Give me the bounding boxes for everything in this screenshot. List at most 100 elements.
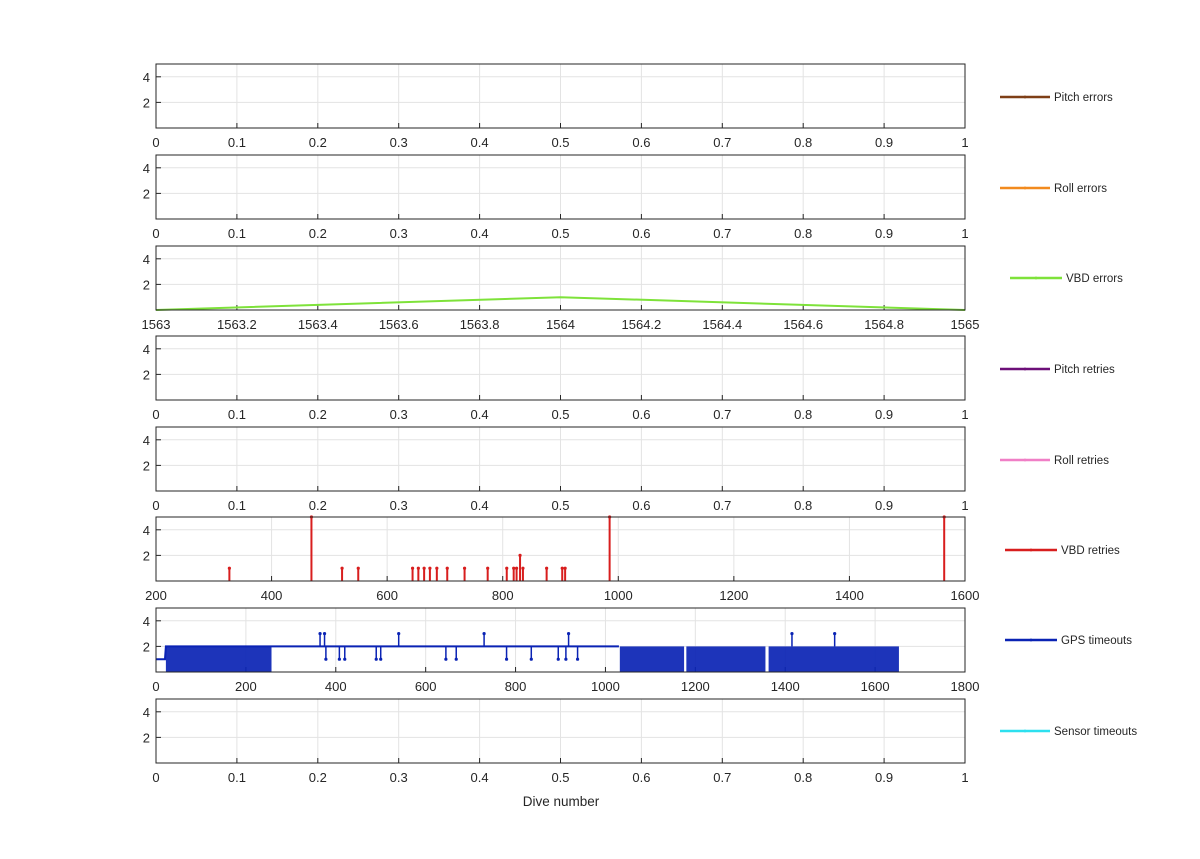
legend-entry: Pitch retries	[1000, 364, 1115, 376]
x-tick-label: 0.4	[471, 770, 489, 785]
y-tick-label: 4	[143, 70, 150, 85]
retry-point	[512, 566, 516, 570]
legend-marker	[1029, 548, 1033, 552]
retry-point	[545, 566, 549, 570]
x-tick-label: 0.9	[875, 407, 893, 422]
x-tick-label: 1200	[719, 588, 748, 603]
timeout-point	[343, 657, 347, 661]
x-tick-label: 0.5	[551, 407, 569, 422]
retry-point	[505, 566, 509, 570]
x-tick-label: 0.7	[713, 770, 731, 785]
x-tick-label: 1	[961, 498, 968, 513]
y-tick-label: 4	[143, 252, 150, 267]
timeout-point	[833, 632, 837, 636]
retry-point	[445, 566, 449, 570]
timeout-point	[337, 657, 341, 661]
x-tick-label: 0.7	[713, 135, 731, 150]
y-tick-label: 4	[143, 433, 150, 448]
x-tick-label: 0	[152, 407, 159, 422]
dense-timeout-band	[165, 646, 272, 672]
retry-point	[521, 566, 525, 570]
x-tick-label: 1000	[604, 588, 633, 603]
x-tick-label: 0.2	[309, 135, 327, 150]
retry-point	[428, 566, 432, 570]
legend-label: VBD retries	[1061, 545, 1120, 557]
x-tick-label: 0.4	[471, 407, 489, 422]
retry-point	[356, 566, 360, 570]
y-tick-label: 2	[143, 277, 150, 292]
x-tick-label: 1800	[951, 679, 980, 694]
x-tick-label: 0.7	[713, 407, 731, 422]
axes-layer: 0 0.1 0.2 0.3 0.4 0.5 0.6 0.7 0.8 0.9 1 2 4 Pitch err…	[142, 63, 1137, 785]
x-tick-label: 0	[152, 679, 159, 694]
retry-point	[340, 566, 344, 570]
x-tick-label: 0	[152, 135, 159, 150]
x-tick-label: 0.1	[228, 770, 246, 785]
x-tick-label: 200	[145, 588, 167, 603]
x-tick-label: 0.3	[390, 407, 408, 422]
legend-marker	[1023, 729, 1027, 733]
x-tick-label: 1000	[591, 679, 620, 694]
legend-entry: VBD errors	[1010, 273, 1123, 285]
axes-box	[155, 516, 966, 582]
x-tick-label: 0.1	[228, 135, 246, 150]
x-tick-label: 0.9	[875, 135, 893, 150]
x-tick-label: 0.5	[551, 770, 569, 785]
legend-label: Roll retries	[1054, 455, 1109, 467]
legend-entry: VBD retries	[1005, 545, 1120, 557]
dense-timeout-band	[686, 646, 766, 672]
x-tick-label: 0.4	[471, 135, 489, 150]
subplot-7: 0 200 400 600 800 1000 1200 1400 1600 1800 2 4 GPS t…	[143, 607, 1132, 694]
y-tick-label: 4	[143, 614, 150, 629]
y-tick-label: 2	[143, 458, 150, 473]
x-tick-label: 0.9	[875, 226, 893, 241]
x-tick-label: 0.5	[551, 135, 569, 150]
legend-marker	[1023, 95, 1027, 99]
timeout-point	[324, 657, 328, 661]
legend-label: Pitch retries	[1054, 364, 1115, 376]
x-tick-label: 1600	[951, 588, 980, 603]
x-tick-label: 0	[152, 498, 159, 513]
subplot-2: 0 0.1 0.2 0.3 0.4 0.5 0.6 0.7 0.8 0.9 1 2 4 Roll erro…	[143, 154, 1107, 241]
x-tick-label: 600	[376, 588, 398, 603]
legend-label: GPS timeouts	[1061, 635, 1132, 647]
legend-marker	[1023, 367, 1027, 371]
timeout-point	[566, 632, 571, 636]
legend-marker	[1023, 186, 1027, 190]
x-tick-label: 0.3	[390, 770, 408, 785]
x-tick-label: 0.9	[875, 770, 893, 785]
timeout-point	[374, 657, 378, 661]
x-tick-label: 0.1	[228, 226, 246, 241]
x-tick-label: 1	[961, 407, 968, 422]
y-tick-label: 4	[143, 161, 150, 176]
retry-point	[560, 566, 564, 570]
axes-box	[155, 426, 966, 492]
timeout-point	[482, 632, 486, 636]
x-tick-label: 0.7	[713, 498, 731, 513]
x-tick-label: 400	[325, 679, 347, 694]
y-tick-label: 2	[143, 186, 150, 201]
legend-label: Sensor timeouts	[1054, 726, 1137, 738]
subplot-5: 0 0.1 0.2 0.3 0.4 0.5 0.6 0.7 0.8 0.9 1 2 4 Roll retr…	[143, 426, 1109, 513]
axes-box	[155, 335, 966, 401]
x-tick-label: 0.5	[551, 226, 569, 241]
legend-label: Pitch errors	[1054, 92, 1113, 104]
x-tick-label: 0	[152, 226, 159, 241]
x-tick-label: 1563.4	[298, 317, 338, 332]
timeout-point	[444, 657, 448, 661]
retry-point	[514, 566, 519, 570]
retry-point	[410, 566, 415, 570]
timeout-point	[454, 657, 458, 661]
legend-label: Roll errors	[1054, 183, 1107, 195]
x-tick-label: 0.1	[228, 407, 246, 422]
legend-entry: Pitch errors	[1000, 92, 1113, 104]
subplot-1: 0 0.1 0.2 0.3 0.4 0.5 0.6 0.7 0.8 0.9 1 2 4 Pitch err…	[143, 63, 1113, 150]
y-tick-label: 2	[143, 639, 150, 654]
axes-box	[155, 607, 966, 673]
x-tick-label: 800	[492, 588, 514, 603]
timeout-point	[504, 657, 509, 661]
x-tick-label: 0.8	[794, 226, 812, 241]
dense-timeout-band	[619, 646, 685, 672]
subplot-4: 0 0.1 0.2 0.3 0.4 0.5 0.6 0.7 0.8 0.9 1 2 4 Pitch ret…	[143, 335, 1115, 422]
